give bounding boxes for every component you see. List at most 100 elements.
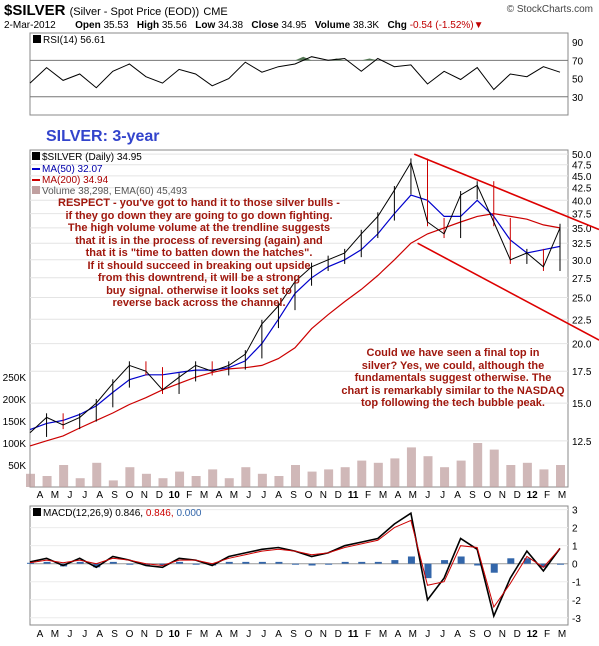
down-arrow-icon: ▼ <box>473 20 484 31</box>
macd-label-name: MACD(12,26,9) <box>43 508 113 519</box>
chart_data.1-x-label: F <box>544 490 550 501</box>
volume-bar <box>158 478 168 487</box>
rsi-ticks: 30 50 70 90 <box>572 38 584 104</box>
volume-bar <box>257 473 267 487</box>
price-line <box>29 161 561 434</box>
volume-bar <box>75 478 85 487</box>
chart_data.1-x-label: N <box>499 490 506 501</box>
price-line-group <box>29 158 561 437</box>
macd-histogram-bar <box>457 556 465 564</box>
chart_data.2-x-label: J <box>440 629 445 640</box>
chart_data.2-x-label: F <box>544 629 550 640</box>
chart_data.1-x-label: S <box>111 490 118 501</box>
volume-ticks: 50K 100K 150K 200K 250K <box>3 373 27 472</box>
low-value: 34.38 <box>218 20 244 31</box>
rsi-tick-label: 50 <box>572 75 584 86</box>
volume-bar <box>423 456 433 487</box>
chart_data.2-x-label: M <box>200 629 208 640</box>
macd-histogram-bar <box>292 563 299 565</box>
open-value: 35.53 <box>103 20 129 31</box>
volume-bar <box>108 480 118 487</box>
chart_data.2-x-label: O <box>126 629 134 640</box>
chart-period-label: SILVER: 3-year <box>46 128 160 145</box>
chart_data.1-x-label: A <box>395 490 402 501</box>
rsi-legend-swatch <box>33 35 41 43</box>
chart_data.1-x-label: J <box>261 490 266 501</box>
macd-histogram-bar <box>242 561 250 564</box>
volume-bar <box>390 458 400 487</box>
chart_data.1-x-label: A <box>96 490 103 501</box>
price-tick-label: 42.5 <box>572 184 592 195</box>
macd-histogram-bar <box>490 563 498 573</box>
macd-histogram-bar <box>192 563 200 565</box>
close-value: 34.95 <box>281 20 307 31</box>
chart_data.1-x-label: S <box>469 490 476 501</box>
price-tick-label: 47.5 <box>572 161 592 172</box>
volume-bar <box>274 476 284 487</box>
rsi-tick-label: 70 <box>572 56 584 67</box>
chart_data.2-x-label: A <box>216 629 223 640</box>
price-grid <box>30 153 568 442</box>
chart_data.2-x-label: M <box>409 629 417 640</box>
macd-histogram-bar <box>225 561 233 564</box>
volume-bar <box>489 449 499 487</box>
volume-bar <box>373 462 383 487</box>
macd-panel <box>29 505 569 626</box>
annotation-respect-line: buy signal. otherwise it looks set to <box>106 284 292 297</box>
chg-value: -0.54 (-1.52%) <box>409 20 474 31</box>
volume-bar <box>406 447 416 487</box>
macd-tick-label: 0 <box>572 560 578 571</box>
symbol-text: $SILVER <box>4 2 66 19</box>
chart_data.2-x-label: D <box>156 629 163 640</box>
macd-histogram-bar <box>407 556 415 564</box>
macd-histogram-bar <box>341 561 349 564</box>
legend-price: $SILVER (Daily) 34.95 <box>32 152 142 163</box>
chart_data.1-x-label: D <box>335 490 342 501</box>
volume-bar <box>456 460 466 487</box>
chart_data.2-x-label: M <box>230 629 238 640</box>
annotation-respect: RESPECT - you've got to hand it to those… <box>34 197 364 310</box>
chart_data.2-x-label: 12 <box>527 629 539 640</box>
volume-bar <box>59 465 69 487</box>
chart_data.2-x-label: A <box>275 629 282 640</box>
rsi-line-group <box>29 56 561 91</box>
volume-bar <box>175 471 185 487</box>
volume-bar <box>224 478 234 487</box>
quote-row: 2-Mar-2012 Open 35.53 High 35.56 Low 34.… <box>4 20 484 31</box>
chart_data.2-x-label: 10 <box>169 629 181 640</box>
macd-tick-label: -1 <box>572 578 581 589</box>
volume-bar <box>324 469 334 487</box>
annotation-final-top-line: Could we have seen a final top in <box>366 347 540 359</box>
macd-histogram-bar <box>258 561 266 564</box>
chart_data.1-x-label: F <box>186 490 192 501</box>
rsi-overbought-fill <box>295 56 312 61</box>
chart_data.2-x-label: F <box>186 629 192 640</box>
macd-tick-label: 3 <box>572 506 578 517</box>
chart_data.2-x-label: J <box>246 629 251 640</box>
annotation-final-top-line: fundamentals suggest otherwise. The <box>354 372 552 384</box>
volume-bar <box>522 462 532 487</box>
volume-bars <box>26 443 565 487</box>
macd-ticks: -3 -2 -1 0 1 2 3 <box>572 506 581 625</box>
chart_data.2-x-label: J <box>261 629 266 640</box>
annotation-respect-line: RESPECT - you've got to hand it to those… <box>58 197 340 209</box>
chg-label: Chg <box>387 20 407 31</box>
volume-bar <box>241 467 251 487</box>
price-tick-label: 17.5 <box>572 367 592 378</box>
chart_data.2-x-label: M <box>51 629 59 640</box>
macd-tick-label: -3 <box>572 614 581 625</box>
macd-histogram-bar <box>126 563 134 565</box>
price-tick-label: 12.5 <box>572 437 592 448</box>
chart-title: $SILVER (Silver - Spot Price (EOD)) CME <box>4 2 228 19</box>
chart_data.1-x-label: A <box>454 490 461 501</box>
chart_data.1-x-label: M <box>230 490 238 501</box>
macd-x-labels: A M J J A S O N D 10 F M A M J J A S O N D 11 F M A M J J A S O N D 12 F M <box>37 629 567 640</box>
legend-volume-text: Volume 38,298, EMA(60) 45,493 <box>42 186 188 197</box>
chart_data.1-x-label: O <box>484 490 492 501</box>
stockcharts-credit[interactable]: © StockCharts.com <box>506 4 593 15</box>
chart_data.1-x-label: J <box>82 490 87 501</box>
macd-histogram-bar <box>325 563 333 565</box>
chart_data.2-x-label: A <box>395 629 402 640</box>
macd-histogram-bar <box>308 563 316 566</box>
